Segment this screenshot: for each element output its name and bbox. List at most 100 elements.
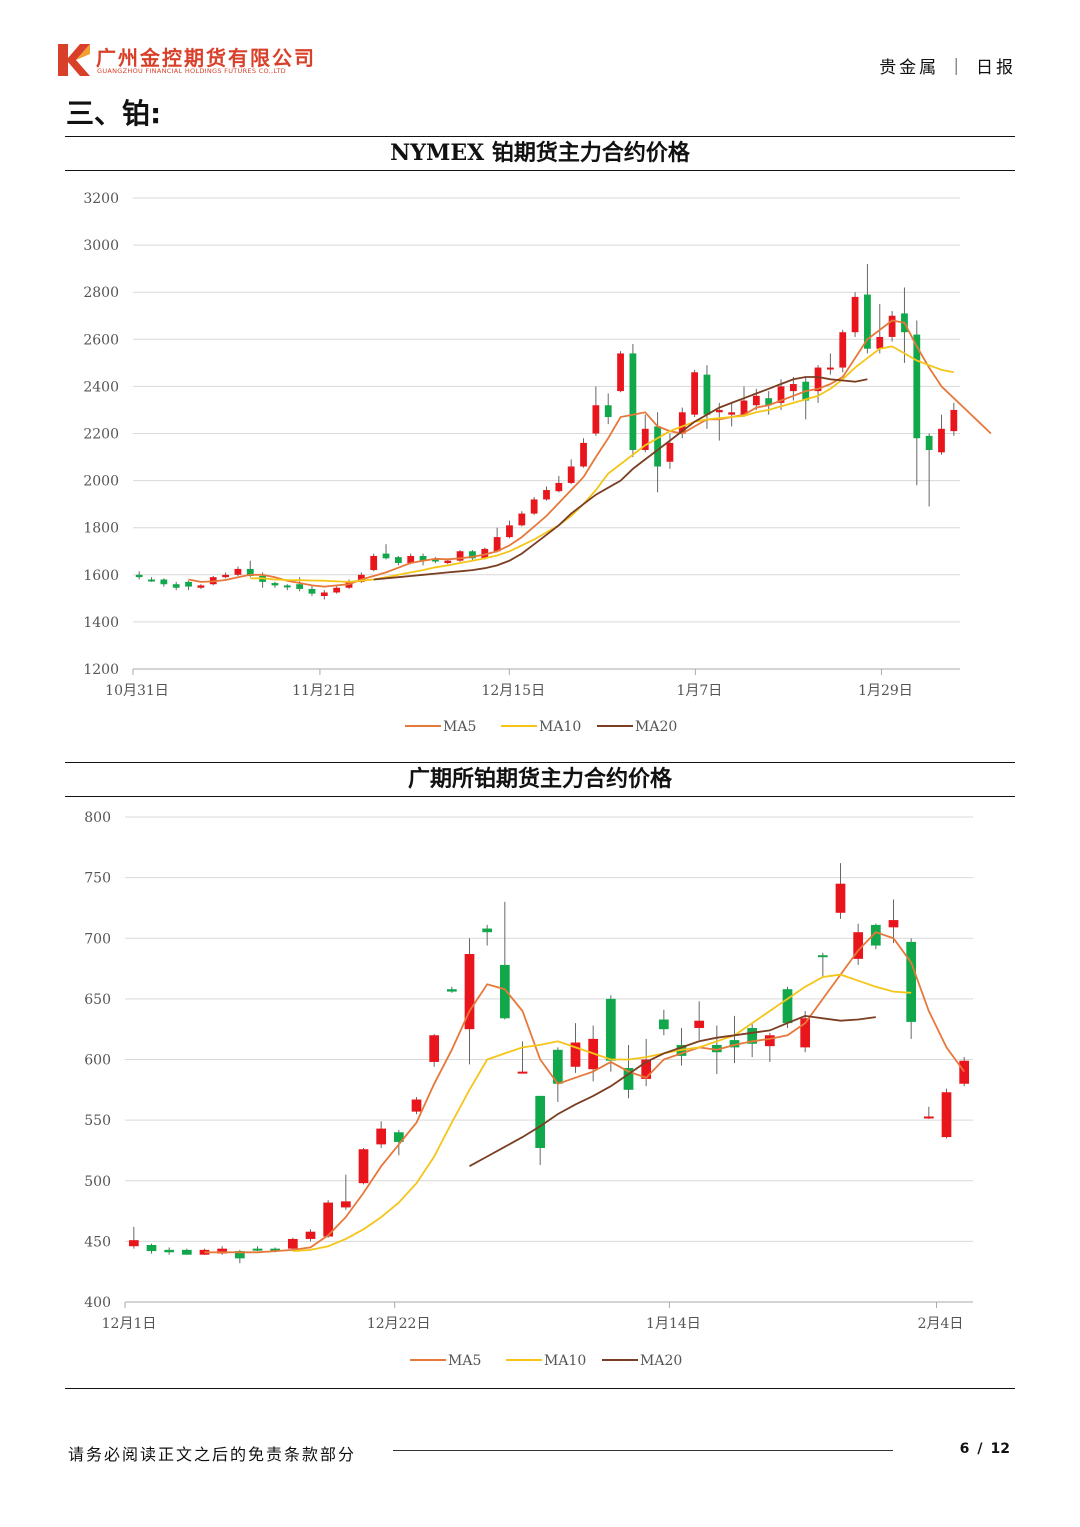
candle-body [160,579,168,585]
candle-body [870,924,881,946]
candle-body [181,1249,192,1255]
page-total: 12 [990,1441,1010,1457]
candle-body [128,1240,139,1247]
y-tick-label: 2800 [83,285,119,301]
candle-body [835,883,846,913]
y-tick-label: 650 [84,992,111,1008]
candle-body [323,1202,334,1237]
footer-divider [393,1450,893,1451]
candle-body [164,1249,175,1253]
candle-body [729,1040,740,1048]
candle-body [148,579,155,582]
candle-body [740,400,748,415]
candle-body [493,537,501,552]
candle-body [658,1019,669,1030]
candle-body [283,585,291,588]
candle-body [570,1042,581,1067]
candle-body [308,588,316,594]
x-tick-label: 12月22日 [367,1316,431,1332]
disclaimer-note: 请务必阅读正文之后的免责条款部分 [68,1445,357,1464]
candle-body [913,334,921,439]
candle-body [370,555,378,571]
candle-body [906,941,917,1022]
candle-body [728,412,736,415]
legend-label: MA10 [539,719,581,735]
x-tick-label: 12月1日 [102,1316,157,1332]
candle-body [864,294,871,349]
candle-body [394,557,402,564]
candle-body [446,989,457,992]
candle-body [711,1044,722,1053]
y-tick-label: 3200 [83,191,119,207]
legend-label: MA20 [635,719,677,735]
candle-body [853,932,864,959]
candle-body [752,395,760,406]
candle-body [641,428,649,450]
x-tick-label: 2月4日 [918,1316,964,1332]
y-tick-label: 700 [84,931,111,947]
candle-body [357,574,365,582]
y-tick-label: 2200 [83,427,119,443]
candle-body [135,574,143,578]
candle-body [876,336,884,349]
candle-body [552,1049,563,1084]
candle-body [464,954,475,1030]
candle-body [482,928,493,933]
candle-body [654,426,661,467]
candle-body [592,405,600,434]
candle-body [271,583,279,586]
candle-body [623,1067,634,1090]
candle-body [789,384,797,392]
line-ma20 [469,1014,876,1167]
candle-body [765,398,773,406]
candle-body [817,955,828,958]
candle-body [555,482,563,492]
candle-body [296,584,304,589]
candle-body [432,559,439,562]
candle-body [407,555,415,564]
candle-body [333,587,341,593]
candle-body [469,551,476,559]
candle-body [800,1018,811,1048]
candle-body [888,315,896,337]
candle-body [691,372,699,415]
candle-body [270,1248,281,1252]
x-tick-label: 12月15日 [481,683,545,699]
candle-body [376,1128,387,1145]
gfex-candlestick-chart: 400 450 500 550 600 650 700 750 800 12月1日 12月22日 1月… [84,810,973,1369]
x-tick-label: 1月7日 [676,683,722,699]
x-tick-label: 11月21日 [292,683,356,699]
candle-body [419,555,427,561]
y-tick-label: 400 [84,1295,111,1311]
candle-body [925,435,933,450]
y-tick-label: 1600 [83,568,119,584]
candle-body [617,353,624,392]
legend-label: MA20 [640,1353,682,1369]
y-tick-label: 750 [84,871,111,887]
candle-body [517,1071,528,1074]
x-tick-label: 10月31日 [105,683,169,699]
bottom-divider [65,1388,1015,1389]
candle-body [340,1201,351,1208]
candle-body [172,584,180,588]
candle-body [941,1092,952,1138]
candle-body [246,568,254,576]
page-current: 6 [959,1441,970,1457]
chart-title: NYMEX 铂期货主力合约价格 [65,136,1015,171]
candle-body [605,998,616,1061]
candle-body [580,442,587,467]
y-tick-label: 450 [84,1234,111,1250]
candle-body [567,466,575,483]
candle-body [543,490,550,500]
candle-body [839,332,847,368]
candle-body [320,592,328,596]
y-tick-label: 1400 [83,615,119,631]
chart-title: 广期所铂期货主力合约价格 [65,762,1015,797]
candle-body [641,1059,652,1079]
y-tick-label: 2600 [83,332,119,348]
page-number: 6 / 12 [956,1441,1014,1457]
candle-body [777,386,785,403]
candle-body [506,525,513,538]
candle-body [518,513,526,526]
candle-body [185,581,192,587]
